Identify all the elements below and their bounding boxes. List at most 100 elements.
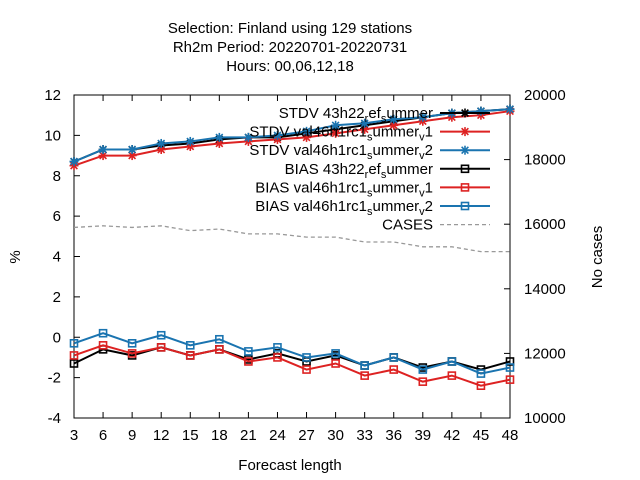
data-point xyxy=(273,343,282,352)
data-point xyxy=(273,353,282,362)
legend-label-part: ef xyxy=(368,161,381,178)
y-tick-label: 10 xyxy=(44,127,61,144)
data-point xyxy=(127,349,137,358)
data-point xyxy=(505,363,515,372)
legend-label-subscript: v xyxy=(419,132,425,144)
legend-label-subscript: v xyxy=(419,187,425,199)
y-tick-label: -4 xyxy=(48,410,61,427)
data-point xyxy=(185,136,195,146)
x-tick-label: 48 xyxy=(502,427,519,444)
marker-stroke xyxy=(302,133,311,142)
legend-swatch-marker xyxy=(460,183,470,192)
y-tick-label: -2 xyxy=(48,370,61,387)
legend-item-2: STDV val46h1rc1summerv1 xyxy=(249,124,490,144)
x-tick-label: 24 xyxy=(269,427,286,444)
legend-label-main: STDV val46h1rc1 xyxy=(249,142,367,159)
legend-item-5: BIAS val46h1rc1summerv1 xyxy=(255,179,490,199)
marker-stroke xyxy=(461,146,469,155)
legend-label: STDV 43h22refsummer xyxy=(279,105,433,125)
legend-item-1: STDV 43h22refsummer xyxy=(279,105,490,125)
data-point xyxy=(505,375,515,384)
data-point xyxy=(98,145,108,155)
legend-label-part: ummer xyxy=(386,105,433,122)
data-point xyxy=(127,145,137,155)
title-line-2: Rh2m Period: 20220701-20220731 xyxy=(173,39,407,56)
x-tick-label: 6 xyxy=(99,427,107,444)
series-5 xyxy=(69,341,515,391)
marker-stroke xyxy=(186,137,195,146)
data-point xyxy=(127,339,137,348)
legend-label-subscript: s xyxy=(367,187,373,199)
data-point xyxy=(69,359,79,368)
legend-swatch-marker xyxy=(460,108,470,118)
legend-label-main: BIAS val46h1rc1 xyxy=(255,179,367,196)
marker-stroke xyxy=(360,119,369,128)
legend-item-7: CASES xyxy=(382,217,490,234)
data-point xyxy=(331,359,340,368)
legend-swatch-marker xyxy=(460,201,470,211)
legend-label: BIAS val46h1rc1summerv2 xyxy=(255,198,433,218)
legend-label: BIAS val46h1rc1summerv1 xyxy=(255,179,433,199)
data-point xyxy=(331,349,340,358)
marker-stroke xyxy=(244,133,253,142)
chart-title: Selection: Finland using 129 stations Rh2… xyxy=(168,20,412,75)
marker-stroke xyxy=(418,113,427,122)
marker-stroke xyxy=(389,115,398,124)
legend-label-part: ummer xyxy=(372,198,419,215)
data-point xyxy=(476,106,486,116)
x-tick-label: 21 xyxy=(240,427,257,444)
legend-label-part: ummer xyxy=(372,142,419,159)
y-axis-label: % xyxy=(7,250,24,263)
legend-label-part: ummer xyxy=(372,179,419,196)
legend-label-part: 1 xyxy=(425,124,433,141)
data-point xyxy=(156,330,166,340)
data-point xyxy=(476,369,486,378)
data-point xyxy=(185,351,195,360)
marker-stroke xyxy=(506,105,514,114)
marker-stroke xyxy=(215,139,224,148)
y-tick-label: 4 xyxy=(53,249,61,266)
marker-stroke xyxy=(99,151,108,160)
legend-swatch-marker xyxy=(460,127,470,137)
legend-item-3: STDV val46h1rc1summerv2 xyxy=(249,142,490,162)
series-3 xyxy=(69,104,515,167)
data-point xyxy=(215,345,224,354)
legend-label-subscript: v xyxy=(419,206,425,218)
y-tick-label: 2 xyxy=(53,289,61,306)
x-tick-label: 45 xyxy=(473,427,490,444)
marker-stroke xyxy=(331,129,340,138)
data-point xyxy=(215,334,224,344)
legend-item-4: BIAS 43h22refsummer xyxy=(285,161,490,181)
legend-label: BIAS 43h22refsummer xyxy=(285,161,433,181)
legend-label-main: BIAS 43h22 xyxy=(285,161,365,178)
legend-label-subscript: v xyxy=(419,150,425,162)
marker-stroke xyxy=(302,127,311,136)
title-line-3: Hours: 00,06,12,18 xyxy=(226,58,354,75)
y2-tick-label: 18000 xyxy=(524,152,566,169)
y2-tick-label: 10000 xyxy=(524,410,566,427)
data-point xyxy=(331,128,341,138)
x-tick-label: 12 xyxy=(153,427,170,444)
data-point xyxy=(389,120,399,130)
legend-label-part: ummer xyxy=(372,124,419,141)
marker-stroke xyxy=(331,121,340,130)
y2-tick-label: 12000 xyxy=(524,345,566,362)
x-tick-label: 27 xyxy=(298,427,315,444)
y2-tick-label: 16000 xyxy=(524,216,566,233)
data-point xyxy=(447,357,457,366)
data-point xyxy=(476,381,486,391)
marker-stroke xyxy=(360,125,369,134)
data-point xyxy=(272,130,282,140)
series-6 xyxy=(69,328,515,378)
data-point xyxy=(360,371,369,380)
legend-label-subscript: s xyxy=(367,150,373,162)
legend-label-part: 1 xyxy=(425,179,433,196)
legend-label-part: 2 xyxy=(425,142,433,159)
marker-stroke xyxy=(273,131,282,140)
marker-stroke xyxy=(70,157,78,166)
y-tick-label: 12 xyxy=(44,87,61,104)
data-point xyxy=(243,132,253,142)
marker-stroke xyxy=(128,145,137,154)
legend-label-part: ef xyxy=(368,105,381,122)
